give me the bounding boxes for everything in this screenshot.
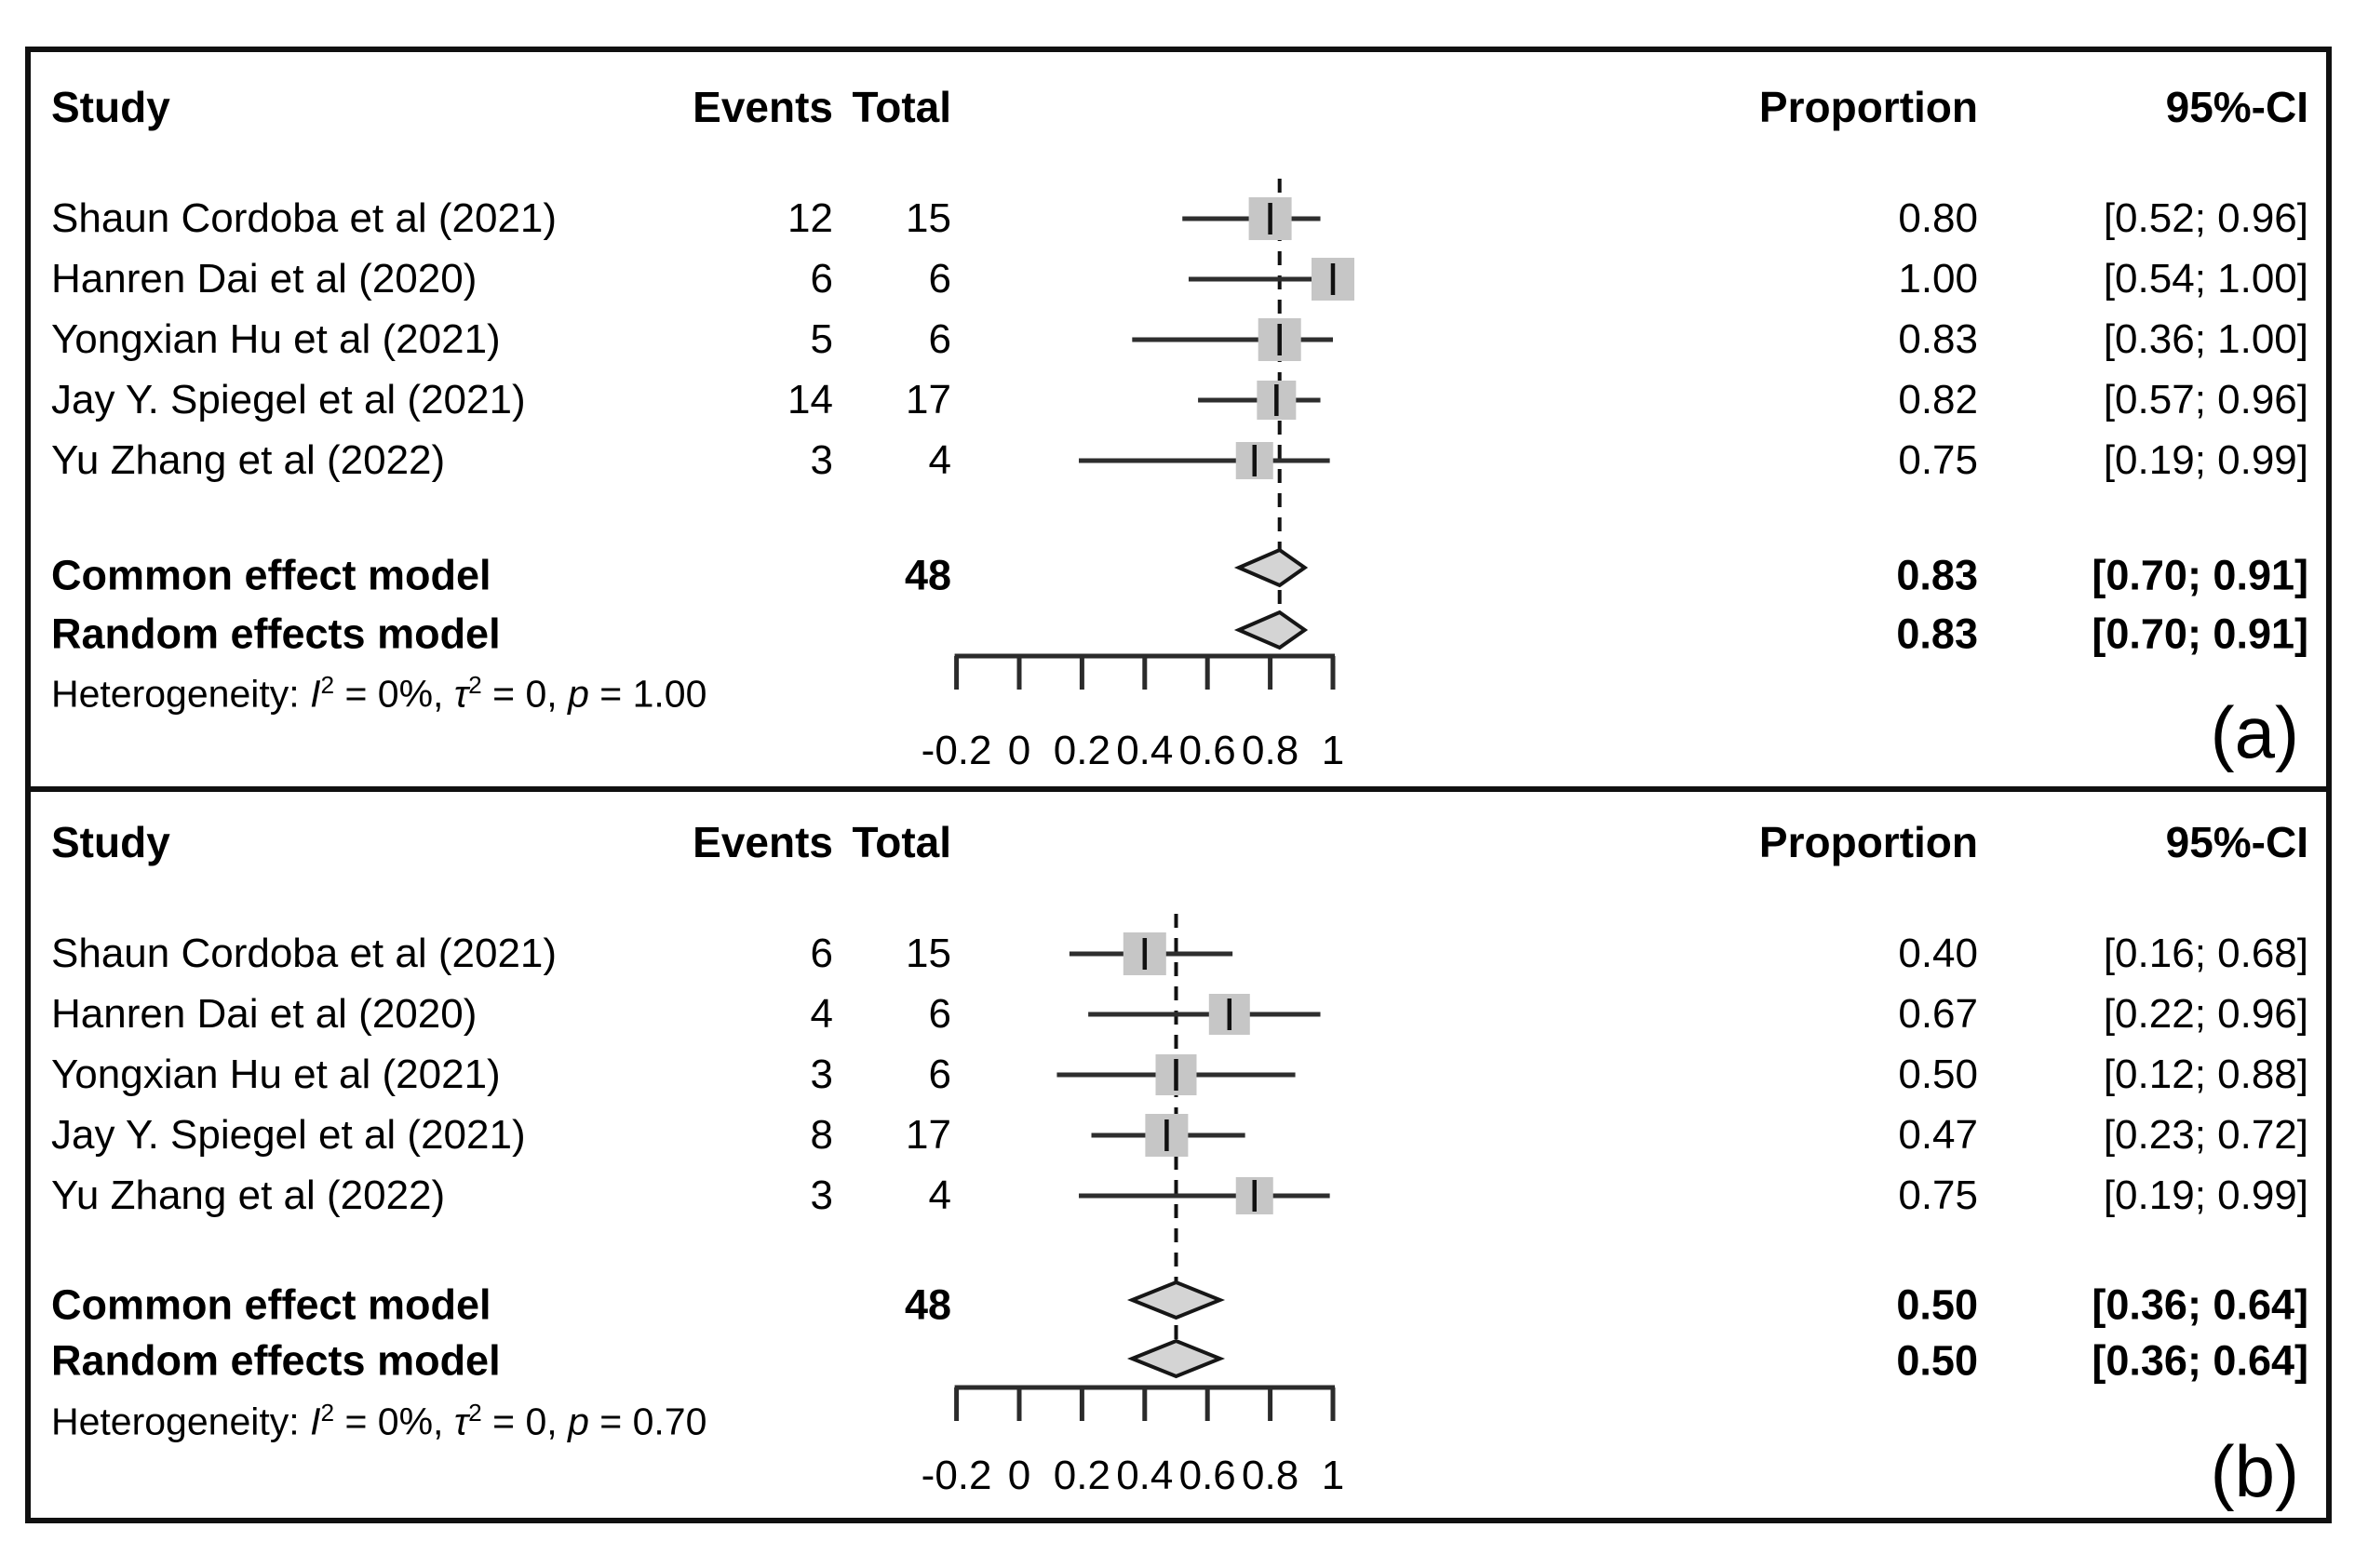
random-effects-proportion: 0.83 [1896,610,1978,658]
axis-tick-label: 0.8 [1242,728,1299,773]
total-value: 6 [928,316,951,362]
study-name: Yu Zhang et al (2022) [51,437,446,483]
study-name: Shaun Cordoba et al (2021) [51,195,558,241]
axis-tick-label: 0.8 [1242,1453,1299,1498]
proportion-value: 0.40 [1898,931,1978,976]
total-value: 15 [906,931,951,976]
random-effects-proportion: 0.50 [1896,1336,1978,1385]
ci-value: [0.36; 1.00] [2103,316,2308,362]
random-effects-label: Random effects model [51,610,501,658]
total-value: 17 [906,377,951,422]
study-name: Yongxian Hu et al (2021) [51,1052,501,1097]
study-name: Hanren Dai et al (2020) [51,991,478,1037]
ci-value: [0.16; 0.68] [2103,931,2308,976]
axis-tick-label: -0.2 [921,728,992,773]
axis-tick-label: 0.6 [1178,728,1236,773]
study-name: Shaun Cordoba et al (2021) [51,931,558,976]
column-header-ci: 95%-CI [2165,83,2308,131]
ci-value: [0.57; 0.96] [2103,377,2308,422]
proportion-value: 0.83 [1898,316,1978,362]
axis-tick-label: -0.2 [921,1453,992,1498]
heterogeneity-line: Heterogeneity: I2 = 0%, τ2 = 0, p = 1.00 [51,670,707,716]
ci-value: [0.19; 0.99] [2103,437,2308,483]
column-header-ci: 95%-CI [2165,818,2308,866]
proportion-value: 0.47 [1898,1112,1978,1158]
column-header-total: Total [852,83,951,131]
figure-border [25,47,2332,1523]
total-value: 6 [928,256,951,302]
proportion-value: 0.82 [1898,377,1978,422]
random-effects-label: Random effects model [51,1336,501,1385]
proportion-value: 0.67 [1898,991,1978,1037]
events-value: 4 [810,991,833,1037]
study-name: Yongxian Hu et al (2021) [51,316,501,362]
column-header-proportion: Proportion [1758,818,1978,866]
total-value: 15 [906,195,951,241]
column-header-study: Study [51,83,170,131]
proportion-value: 1.00 [1898,256,1978,302]
column-header-events: Events [693,83,833,131]
axis-tick-label: 0 [1007,728,1031,773]
ci-value: [0.12; 0.88] [2103,1052,2308,1097]
total-value: 17 [906,1112,951,1158]
events-value: 3 [810,437,833,483]
common-effect-ci: [0.36; 0.64] [2092,1280,2308,1329]
panel-label-a: (a) [2210,691,2299,773]
common-effect-total: 48 [904,551,951,599]
ci-value: [0.54; 1.00] [2103,256,2308,302]
total-value: 6 [928,991,951,1037]
axis-tick-label: 0.4 [1116,728,1174,773]
study-name: Jay Y. Spiegel et al (2021) [51,1112,526,1158]
events-value: 3 [810,1173,833,1218]
heterogeneity-line: Heterogeneity: I2 = 0%, τ2 = 0, p = 0.70 [51,1398,707,1443]
proportion-value: 0.75 [1898,1173,1978,1218]
proportion-value: 0.75 [1898,437,1978,483]
proportion-value: 0.80 [1898,195,1978,241]
panel-divider [25,786,2332,792]
axis-tick-label: 0.6 [1178,1453,1236,1498]
random-effects-ci: [0.36; 0.64] [2092,1336,2308,1385]
random-effects-ci: [0.70; 0.91] [2092,610,2308,658]
ci-value: [0.23; 0.72] [2103,1112,2308,1158]
axis-tick-label: 0.2 [1053,1453,1110,1498]
column-header-proportion: Proportion [1758,83,1978,131]
common-effect-proportion: 0.50 [1896,1280,1978,1329]
axis-tick-label: 1 [1321,728,1345,773]
axis-tick-label: 0.2 [1053,728,1110,773]
events-value: 5 [810,316,833,362]
events-value: 3 [810,1052,833,1097]
common-effect-total: 48 [904,1280,951,1329]
events-value: 6 [810,256,833,302]
common-effect-proportion: 0.83 [1896,551,1978,599]
study-name: Jay Y. Spiegel et al (2021) [51,377,526,422]
ci-value: [0.22; 0.96] [2103,991,2308,1037]
events-value: 12 [787,195,833,241]
column-header-events: Events [693,818,833,866]
events-value: 6 [810,931,833,976]
column-header-total: Total [852,818,951,866]
column-header-study: Study [51,818,170,866]
events-value: 14 [787,377,833,422]
study-name: Yu Zhang et al (2022) [51,1173,446,1218]
ci-value: [0.19; 0.99] [2103,1173,2308,1218]
common-effect-label: Common effect model [51,1280,491,1329]
axis-tick-label: 0.4 [1116,1453,1174,1498]
proportion-value: 0.50 [1898,1052,1978,1097]
total-value: 4 [928,437,951,483]
study-name: Hanren Dai et al (2020) [51,256,478,302]
axis-tick-label: 0 [1007,1453,1031,1498]
axis-tick-label: 1 [1321,1453,1345,1498]
common-effect-label: Common effect model [51,551,491,599]
total-value: 4 [928,1173,951,1218]
common-effect-ci: [0.70; 0.91] [2092,551,2308,599]
events-value: 8 [810,1112,833,1158]
ci-value: [0.52; 0.96] [2103,195,2308,241]
panel-label-b: (b) [2210,1430,2299,1512]
total-value: 6 [928,1052,951,1097]
